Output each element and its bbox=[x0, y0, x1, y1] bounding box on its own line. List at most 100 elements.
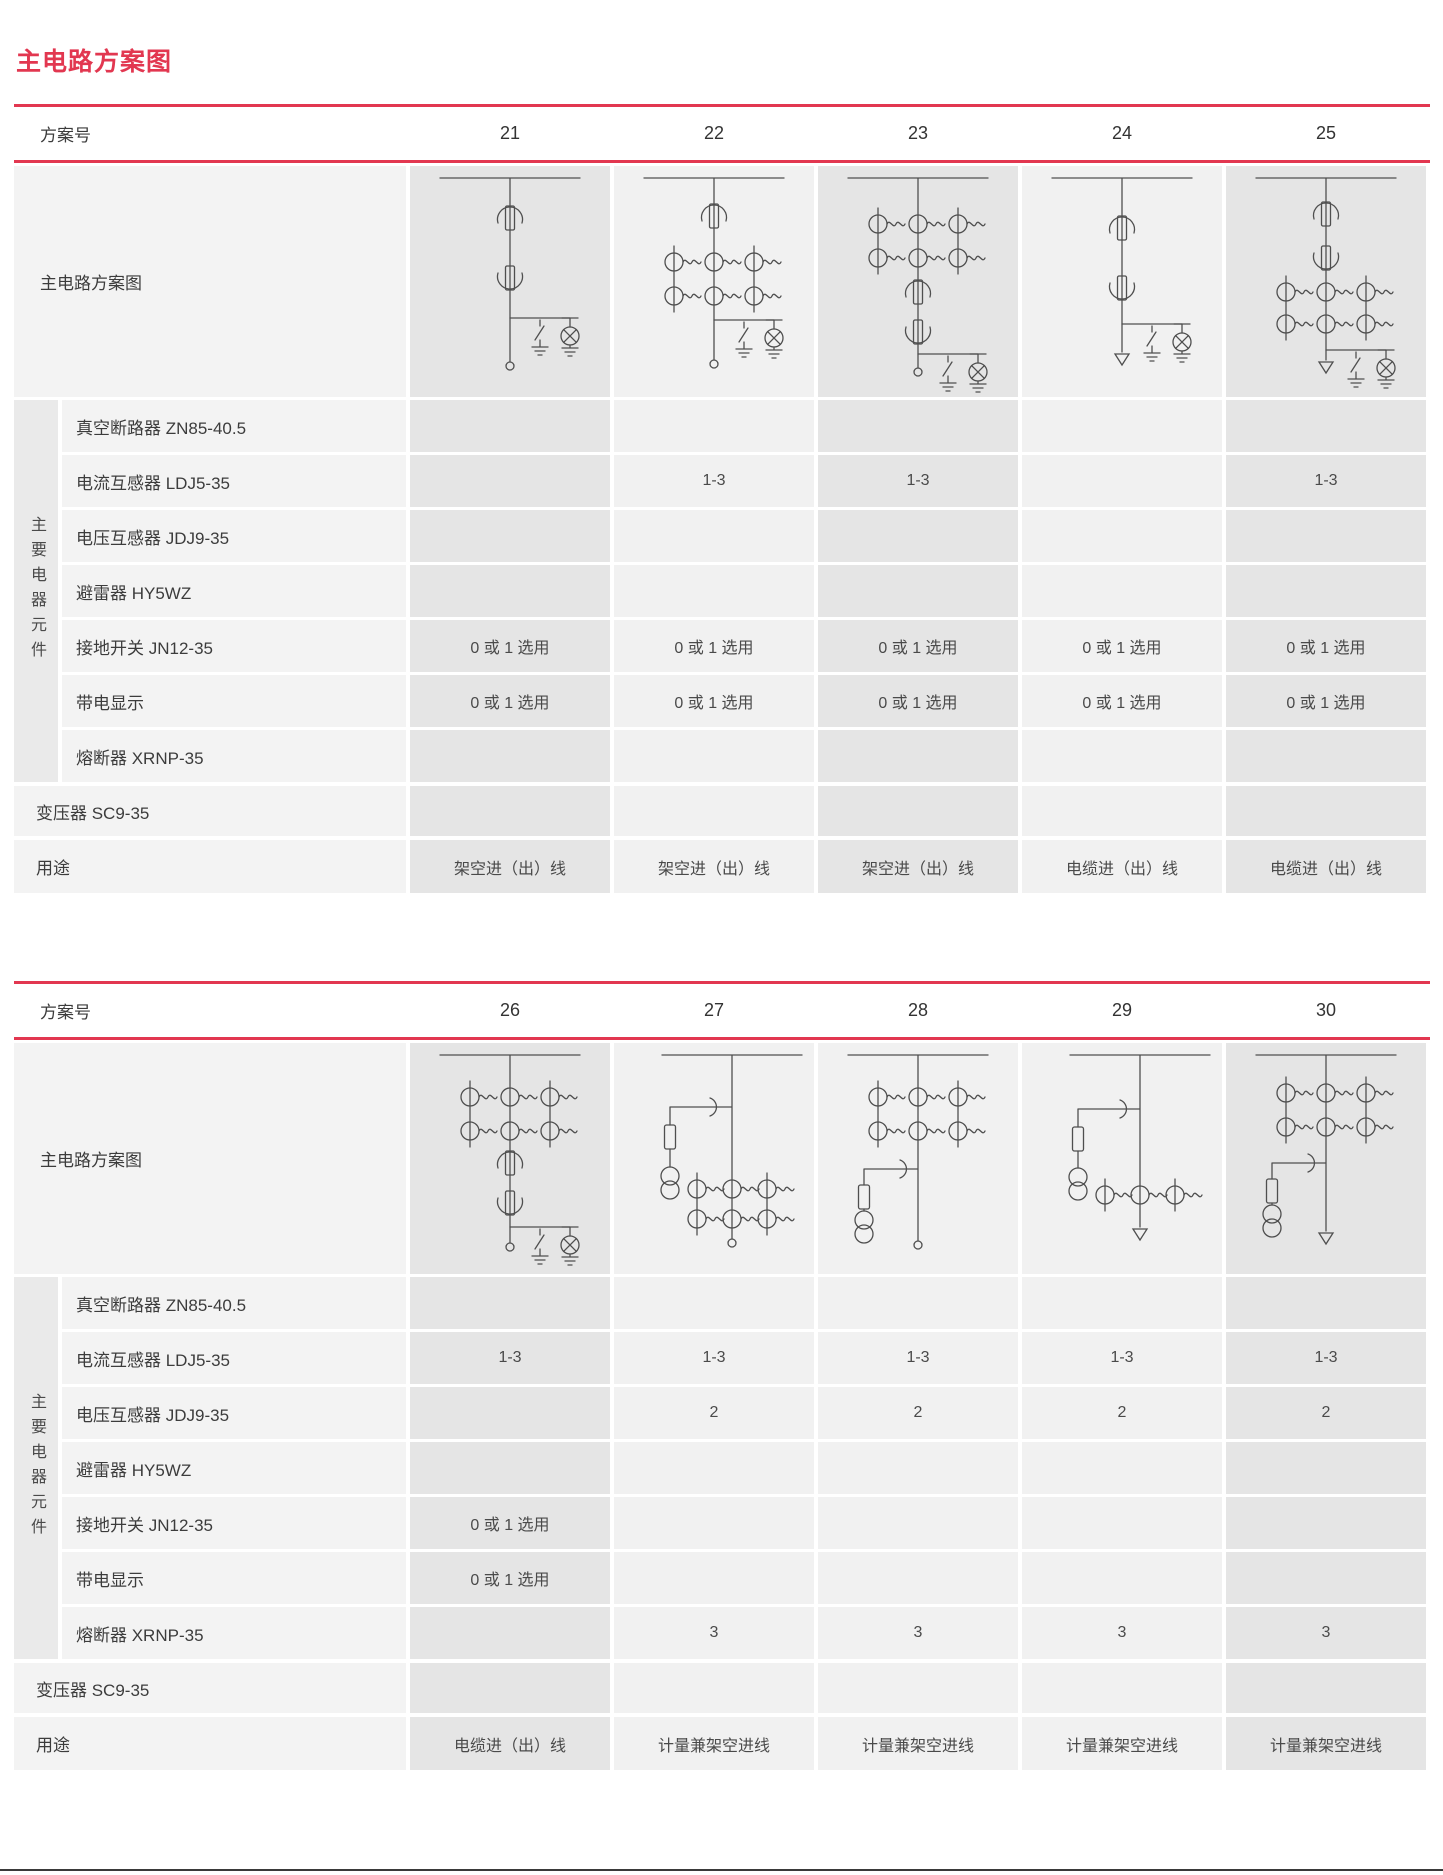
value-cell: 1-3 bbox=[818, 1332, 1018, 1384]
value-cell bbox=[1226, 565, 1426, 617]
value-cell bbox=[410, 1277, 610, 1329]
value-cell bbox=[410, 1663, 610, 1713]
value-cell: 2 bbox=[1226, 1387, 1426, 1439]
scheme-23-diagram bbox=[847, 177, 989, 393]
scheme-24-diagram-cell bbox=[1022, 166, 1222, 397]
value-cell bbox=[410, 786, 610, 836]
table-row: 熔断器 XRNP-35 bbox=[62, 730, 1430, 782]
table-row: 接地开关 JN12-35 0 或 1 选用 bbox=[62, 1497, 1430, 1549]
scheme-22-diagram bbox=[643, 177, 785, 369]
value-cell: 1-3 bbox=[818, 455, 1018, 507]
usage-value: 电缆进（出）线 bbox=[410, 1717, 610, 1770]
usage-value: 计量兼架空进线 bbox=[614, 1717, 814, 1770]
scheme-30-diagram-cell bbox=[1226, 1043, 1426, 1274]
diagram-row-label: 主电路方案图 bbox=[14, 166, 406, 397]
value-cell bbox=[1226, 1497, 1426, 1549]
scheme-23-diagram-cell bbox=[818, 166, 1018, 397]
value-cell bbox=[1226, 730, 1426, 782]
usage-label: 用途 bbox=[14, 840, 406, 893]
scheme-number-22: 22 bbox=[703, 123, 725, 143]
value-cell: 0 或 1 选用 bbox=[1226, 675, 1426, 727]
value-cell bbox=[614, 510, 814, 562]
value-cell bbox=[1226, 1277, 1426, 1329]
value-cell bbox=[614, 1497, 814, 1549]
component-label: 接地开关 JN12-35 bbox=[62, 620, 406, 672]
value-cell bbox=[410, 565, 610, 617]
value-cell: 0 或 1 选用 bbox=[410, 620, 610, 672]
value-cell bbox=[1022, 455, 1222, 507]
header-row: 方案号 21 22 23 24 25 bbox=[14, 107, 1430, 160]
usage-value: 计量兼架空进线 bbox=[818, 1717, 1018, 1770]
scheme-25-diagram-cell bbox=[1226, 166, 1426, 397]
table-row: 电流互感器 LDJ5-35 1-3 1-3 1-3 bbox=[62, 455, 1430, 507]
header-row: 方案号 26 27 28 29 30 bbox=[14, 984, 1430, 1037]
value-cell bbox=[818, 510, 1018, 562]
value-cell bbox=[614, 400, 814, 452]
scheme-number-23: 23 bbox=[907, 123, 929, 143]
usage-value: 电缆进（出）线 bbox=[1226, 840, 1426, 893]
table-row: 电压互感器 JDJ9-35 2 2 2 2 bbox=[62, 1387, 1430, 1439]
components-section: 主要电器元件 真空断路器 ZN85-40.5 电流互感器 LDJ5-35 1-3… bbox=[14, 400, 1430, 782]
red-rule bbox=[14, 1037, 1430, 1040]
page-title: 主电路方案图 bbox=[16, 48, 173, 76]
scheme-22-diagram-cell bbox=[614, 166, 814, 397]
scheme-29-diagram-cell bbox=[1022, 1043, 1222, 1274]
scheme-27-diagram bbox=[660, 1054, 803, 1248]
scheme-no-header: 方案号 bbox=[40, 126, 91, 145]
component-label: 真空断路器 ZN85-40.5 bbox=[62, 400, 406, 452]
value-cell bbox=[1226, 400, 1426, 452]
value-cell: 0 或 1 选用 bbox=[818, 675, 1018, 727]
value-cell bbox=[1022, 1497, 1222, 1549]
table-row: 带电显示 0 或 1 选用 bbox=[62, 1552, 1430, 1604]
value-cell bbox=[1022, 565, 1222, 617]
usage-value: 架空进（出）线 bbox=[410, 840, 610, 893]
value-cell bbox=[818, 1497, 1018, 1549]
component-label: 熔断器 XRNP-35 bbox=[62, 730, 406, 782]
value-cell bbox=[1226, 510, 1426, 562]
group-label: 主要电器元件 bbox=[28, 1393, 45, 1543]
component-label: 带电显示 bbox=[62, 675, 406, 727]
transformer-label: 变压器 SC9-35 bbox=[14, 1663, 406, 1713]
value-cell: 0 或 1 选用 bbox=[1022, 620, 1222, 672]
value-cell: 1-3 bbox=[1022, 1332, 1222, 1384]
value-cell bbox=[410, 1442, 610, 1494]
scheme-25-diagram bbox=[1255, 177, 1397, 389]
value-cell bbox=[818, 1442, 1018, 1494]
scheme-24-diagram bbox=[1051, 177, 1193, 366]
value-cell bbox=[1226, 1663, 1426, 1713]
scheme-number-21: 21 bbox=[499, 123, 521, 143]
value-cell: 2 bbox=[818, 1387, 1018, 1439]
scheme-number-25: 25 bbox=[1315, 123, 1337, 143]
usage-row: 用途 架空进（出）线 架空进（出）线 架空进（出）线 电缆进（出）线 电缆进（出… bbox=[14, 840, 1430, 893]
red-rule bbox=[14, 104, 1430, 107]
value-cell bbox=[818, 786, 1018, 836]
value-cell bbox=[410, 455, 610, 507]
value-cell: 3 bbox=[1022, 1607, 1222, 1659]
red-rule bbox=[14, 981, 1430, 984]
diagram-row-label: 主电路方案图 bbox=[14, 1043, 406, 1274]
scheme-number-30: 30 bbox=[1315, 1000, 1337, 1020]
value-cell: 1-3 bbox=[614, 455, 814, 507]
value-cell bbox=[614, 730, 814, 782]
value-cell bbox=[1022, 1663, 1222, 1713]
value-cell bbox=[410, 400, 610, 452]
value-cell bbox=[614, 1442, 814, 1494]
usage-value: 计量兼架空进线 bbox=[1022, 1717, 1222, 1770]
value-cell bbox=[1022, 1552, 1222, 1604]
component-label: 避雷器 HY5WZ bbox=[62, 1442, 406, 1494]
value-cell bbox=[410, 1607, 610, 1659]
table-row: 带电显示 0 或 1 选用 0 或 1 选用 0 或 1 选用 0 或 1 选用… bbox=[62, 675, 1430, 727]
value-cell bbox=[818, 1552, 1018, 1604]
component-label: 电压互感器 JDJ9-35 bbox=[62, 510, 406, 562]
table-row: 真空断路器 ZN85-40.5 bbox=[62, 400, 1430, 452]
scheme-number-24: 24 bbox=[1111, 123, 1133, 143]
component-rows: 真空断路器 ZN85-40.5 电流互感器 LDJ5-35 1-3 1-3 1-… bbox=[62, 1277, 1430, 1659]
value-cell bbox=[410, 730, 610, 782]
value-cell bbox=[614, 1663, 814, 1713]
scheme-26-diagram bbox=[439, 1054, 581, 1266]
table-row: 真空断路器 ZN85-40.5 bbox=[62, 1277, 1430, 1329]
value-cell: 1-3 bbox=[1226, 1332, 1426, 1384]
value-cell: 0 或 1 选用 bbox=[410, 675, 610, 727]
transformer-row: 变压器 SC9-35 bbox=[14, 786, 1430, 836]
value-cell bbox=[818, 1277, 1018, 1329]
